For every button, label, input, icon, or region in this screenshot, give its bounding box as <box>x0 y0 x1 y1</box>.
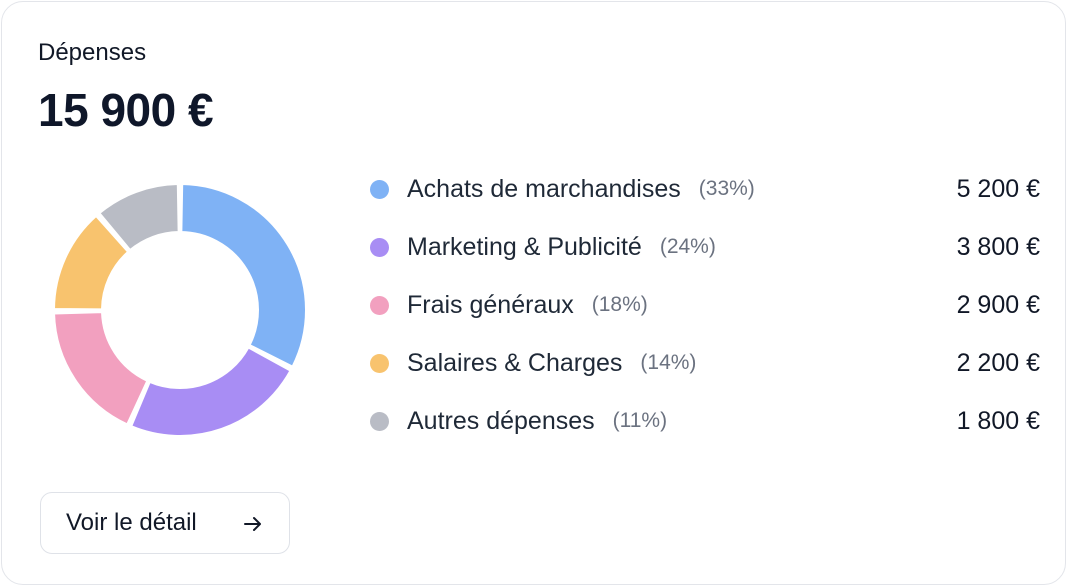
legend-label: Achats de marchandises <box>407 174 681 203</box>
total-amount: 15 900 € <box>38 84 214 136</box>
donut-slice-3 <box>53 311 149 426</box>
legend-amount: 2 900 € <box>956 290 1040 319</box>
legend-item-marketing: Marketing & Publicité (24%) 3 800 € <box>370 218 1040 276</box>
donut-slice-2 <box>130 346 292 437</box>
card-title: Dépenses <box>38 39 147 66</box>
legend-item-achats: Achats de marchandises (33%) 5 200 € <box>370 160 1040 218</box>
arrow-right-icon <box>244 517 261 531</box>
expenses-donut-chart <box>53 183 307 437</box>
legend-dot <box>370 353 389 373</box>
donut-slice-4 <box>53 215 130 311</box>
legend-dot <box>370 295 389 315</box>
view-detail-button[interactable]: Voir le détail <box>40 492 290 554</box>
legend-label: Frais généraux <box>407 290 574 319</box>
legend-item-frais: Frais généraux (18%) 2 900 € <box>370 276 1040 334</box>
legend-label: Salaires & Charges <box>407 348 623 377</box>
view-detail-label: Voir le détail <box>66 509 197 536</box>
legend-percent: (11%) <box>612 409 668 432</box>
legend-item-autres: Autres dépenses (11%) 1 800 € <box>370 392 1040 450</box>
legend-dot <box>370 411 389 431</box>
chart-legend: Achats de marchandises (33%) 5 200 € Mar… <box>370 160 1040 450</box>
legend-dot <box>370 179 389 199</box>
legend-amount: 5 200 € <box>956 174 1040 203</box>
legend-percent: (18%) <box>591 293 648 316</box>
legend-amount: 2 200 € <box>956 348 1040 377</box>
legend-item-salaires: Salaires & Charges (14%) 2 200 € <box>370 334 1040 392</box>
legend-label: Autres dépenses <box>407 406 595 435</box>
donut-slice-5 <box>98 183 180 252</box>
donut-slice-1 <box>180 183 307 368</box>
legend-amount: 3 800 € <box>956 232 1040 261</box>
legend-percent: (24%) <box>659 235 716 258</box>
legend-dot <box>370 237 389 257</box>
legend-percent: (14%) <box>640 351 697 374</box>
legend-percent: (33%) <box>698 177 755 200</box>
legend-label: Marketing & Publicité <box>407 232 642 261</box>
legend-amount: 1 800 € <box>956 406 1040 435</box>
